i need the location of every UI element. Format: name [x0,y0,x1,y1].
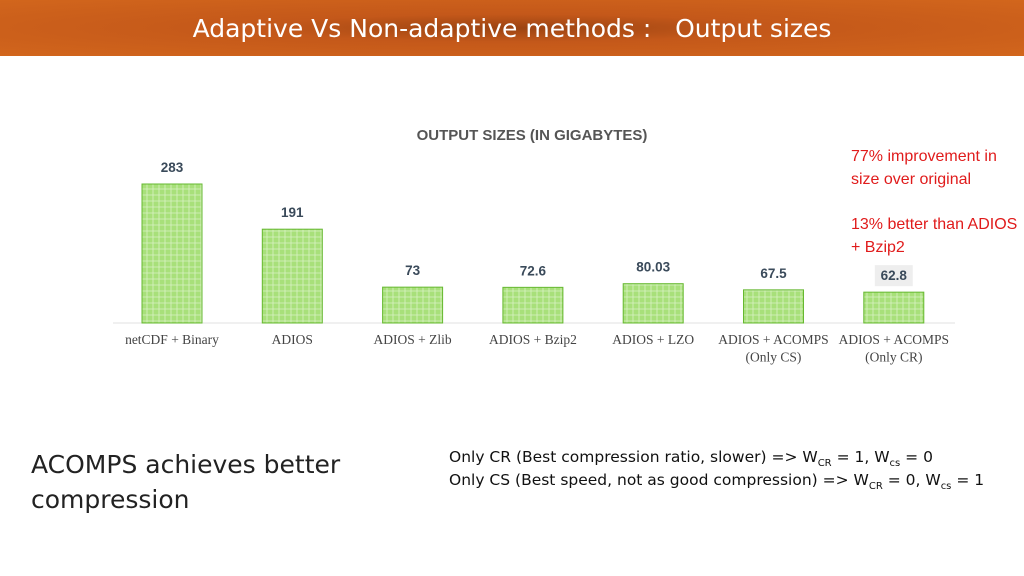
category-label-4: ADIOS + LZO [612,332,694,347]
bar-5 [743,289,804,324]
title-bar: Adaptive Vs Non-adaptive methods : Outpu… [0,0,1024,56]
bar-6 [863,291,925,324]
category-label-1: ADIOS [272,332,313,347]
comparison-note: 13% better than ADIOS + Bzip2 [851,216,1018,256]
value-label-0: 283 [161,160,184,175]
value-label-6: 62.8 [881,268,908,283]
formula-only-cs: Only CS (Best speed, not as good compres… [449,471,985,493]
category-label-6: ADIOS + ACOMPS (Only CR) [839,332,949,365]
category-label-0: netCDF + Binary [125,332,219,347]
formula-only-cr: Only CR (Best compression ratio, slower)… [449,448,933,470]
bar-0 [141,183,203,324]
value-label-3: 72.6 [520,263,547,278]
improvement-note: 77% improvement in size over original [851,148,997,188]
value-label-5: 67.5 [760,266,787,281]
summary-statement: ACOMPS achieves better compression [31,450,341,514]
bar-4 [622,283,684,324]
highlight-label-bg [874,265,913,287]
bar-2 [382,286,444,324]
category-label-5: ADIOS + ACOMPS (Only CS) [718,332,828,365]
value-label-1: 191 [281,205,304,220]
value-label-4: 80.03 [636,260,670,275]
value-label-2: 73 [405,263,421,278]
bar-1 [261,228,323,324]
category-label-3: ADIOS + Bzip2 [489,332,577,347]
chart-title: OUTPUT SIZES (IN GIGABYTES) [417,127,648,144]
bar-3 [502,286,564,324]
slide-title: Adaptive Vs Non-adaptive methods : Outpu… [192,13,832,43]
category-label-2: ADIOS + Zlib [374,332,452,347]
